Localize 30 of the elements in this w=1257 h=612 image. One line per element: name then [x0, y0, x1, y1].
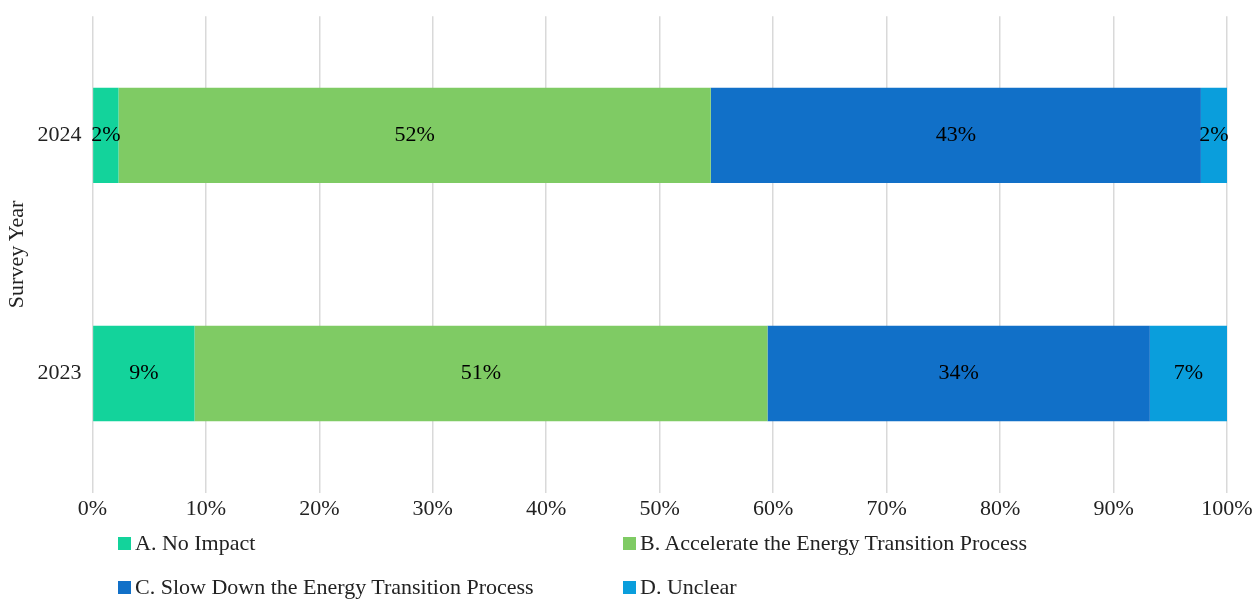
bar	[767, 325, 1150, 422]
y-tick-label: 2023	[37, 359, 82, 385]
x-tick-label: 90%	[1093, 494, 1134, 520]
legend-label: A. No Impact	[135, 530, 256, 556]
bar	[93, 325, 195, 422]
x-tick-label: 60%	[753, 494, 794, 520]
data-label: 52%	[394, 121, 435, 147]
bar	[710, 87, 1201, 183]
bar	[118, 87, 711, 183]
data-label: 51%	[460, 359, 502, 385]
data-label: 7%	[1173, 359, 1204, 385]
x-tick-label: 0%	[77, 494, 108, 520]
x-tick-label: 100%	[1201, 494, 1253, 520]
data-label: 43%	[935, 121, 976, 147]
legend-label: C. Slow Down the Energy Transition Process	[135, 574, 534, 600]
x-tick-label: 80%	[979, 494, 1021, 520]
x-tick-label: 40%	[526, 494, 567, 520]
x-tick-label: 50%	[639, 494, 680, 520]
x-tick-label: 10%	[185, 494, 227, 520]
x-tick-label: 70%	[866, 494, 907, 520]
bar	[1149, 325, 1227, 422]
x-tick-label: 30%	[412, 494, 453, 520]
legend-label: B. Accelerate the Energy Transition Process	[640, 530, 1027, 556]
y-axis-title: Survey Year	[2, 199, 28, 309]
x-tick-label: 20%	[299, 494, 340, 520]
data-label: 34%	[938, 359, 979, 385]
bar	[194, 325, 768, 422]
y-tick-label: 2024	[37, 121, 82, 147]
data-label: 9%	[129, 359, 159, 385]
legend-label: D. Unclear	[640, 574, 737, 600]
